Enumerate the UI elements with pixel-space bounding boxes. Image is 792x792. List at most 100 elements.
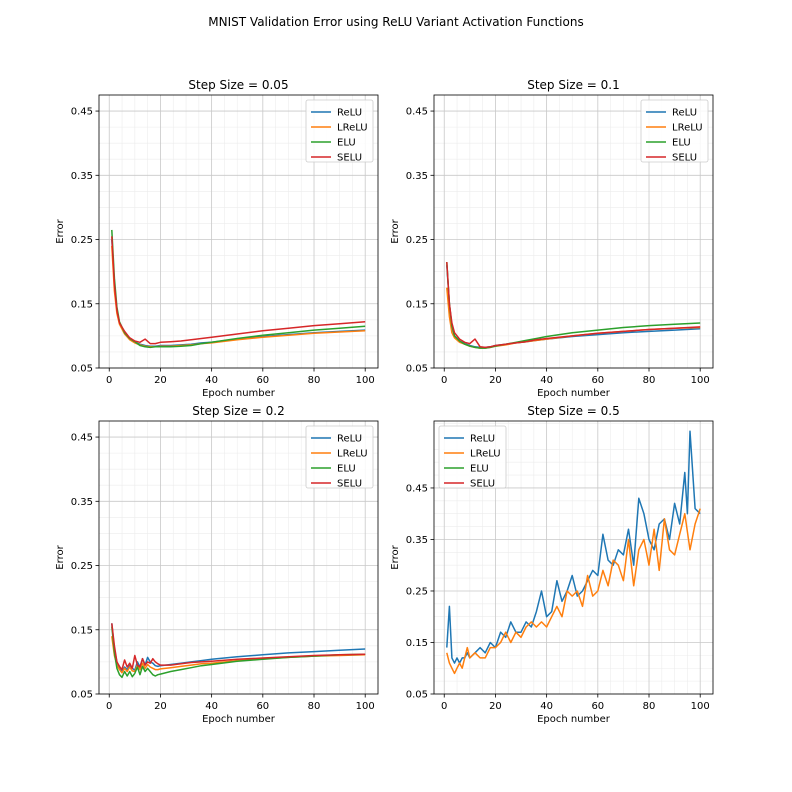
y-tick-label: 0.35 — [71, 497, 93, 508]
legend-box — [640, 99, 709, 163]
y-tick-label: 0.25 — [406, 586, 428, 597]
subplot-3: 0 20 40 60 80 100 0.05 0.15 0.25 0.35 0.45 Step Siz… — [55, 404, 379, 725]
x-axis-label: Epoch number — [537, 388, 611, 399]
x-tick-label: 80 — [643, 701, 656, 712]
x-tick-label: 100 — [691, 375, 710, 386]
y-tick-label: 0.35 — [71, 171, 93, 182]
legend-box — [438, 425, 507, 489]
series-line-elu — [111, 229, 366, 349]
axes-frame — [433, 94, 714, 369]
y-tick-label: 0.05 — [71, 690, 93, 701]
y-tick-label: 0.45 — [406, 483, 428, 494]
x-axis-label: Epoch number — [202, 714, 276, 725]
x-tick-label: 100 — [356, 375, 375, 386]
series-line-selu — [111, 623, 366, 671]
legend-label-lrelu: LReLU — [337, 449, 368, 460]
y-tick-label: 0.05 — [406, 690, 428, 701]
x-axis-label: Epoch number — [202, 388, 276, 399]
series-line-selu — [446, 261, 701, 349]
x-tick-label: 100 — [691, 701, 710, 712]
axes-frame — [433, 420, 714, 695]
x-tick-label: 0 — [441, 701, 447, 712]
legend-label-selu: SELU — [337, 153, 362, 164]
x-tick-label: 40 — [205, 701, 218, 712]
y-tick-label: 0.25 — [71, 235, 93, 246]
legend-label-relu: ReLU — [337, 108, 362, 119]
x-tick-label: 60 — [256, 701, 269, 712]
legend: ReLU LReLU ELU SELU — [305, 425, 374, 490]
x-tick-label: 20 — [489, 375, 502, 386]
series-line-elu — [111, 626, 366, 679]
y-axis-label: Error — [390, 218, 401, 243]
x-tick-label: 60 — [256, 375, 269, 386]
x-tick-label: 20 — [154, 701, 167, 712]
axes-frame — [98, 420, 379, 695]
legend-label-relu: ReLU — [672, 108, 697, 119]
y-tick-label: 0.15 — [71, 299, 93, 310]
legend-box — [305, 425, 374, 489]
x-tick-label: 100 — [356, 701, 375, 712]
series-line-selu — [111, 236, 366, 345]
y-tick-label: 0.25 — [406, 235, 428, 246]
subplot-2: 0 20 40 60 80 100 0.05 0.15 0.25 0.35 0.45 Step Siz… — [390, 78, 714, 399]
legend-label-relu: ReLU — [470, 434, 495, 445]
x-tick-label: 80 — [308, 375, 321, 386]
x-tick-label: 0 — [106, 375, 112, 386]
legend-label-selu: SELU — [672, 153, 697, 164]
x-tick-label: 20 — [154, 375, 167, 386]
x-tick-label: 80 — [308, 701, 321, 712]
subplot-title: Step Size = 0.5 — [527, 404, 620, 418]
y-tick-label: 0.45 — [406, 107, 428, 118]
x-tick-label: 0 — [106, 701, 112, 712]
y-tick-label: 0.15 — [406, 299, 428, 310]
legend-label-elu: ELU — [470, 464, 489, 475]
x-tick-label: 60 — [591, 375, 604, 386]
subplot-title: Step Size = 0.2 — [192, 404, 285, 418]
y-tick-label: 0.25 — [71, 561, 93, 572]
y-tick-label: 0.15 — [406, 638, 428, 649]
legend-label-selu: SELU — [470, 479, 495, 490]
legend-box — [305, 99, 374, 163]
legend-label-elu: ELU — [337, 138, 356, 149]
subplot-title: Step Size = 0.1 — [527, 78, 620, 92]
legend: ReLU LReLU ELU SELU — [438, 425, 507, 490]
subplot-4: 0 20 40 60 80 100 0.05 0.15 0.25 0.35 0.45 Step Siz… — [390, 404, 714, 725]
x-tick-label: 80 — [643, 375, 656, 386]
legend-label-lrelu: LReLU — [672, 123, 703, 134]
legend-label-selu: SELU — [337, 479, 362, 490]
y-axis-label: Error — [55, 218, 66, 243]
series-line-lrelu — [446, 287, 701, 349]
series-lines — [446, 261, 701, 349]
legend: ReLU LReLU ELU SELU — [305, 99, 374, 164]
legend-label-lrelu: LReLU — [337, 123, 368, 134]
legend: ReLU LReLU ELU SELU — [640, 99, 709, 164]
legend-label-relu: ReLU — [337, 434, 362, 445]
legend-label-elu: ELU — [672, 138, 691, 149]
y-tick-label: 0.05 — [71, 364, 93, 375]
x-tick-label: 40 — [540, 375, 553, 386]
y-axis-label: Error — [55, 544, 66, 569]
series-line-lrelu — [446, 508, 701, 675]
x-tick-label: 0 — [441, 375, 447, 386]
y-tick-label: 0.35 — [406, 535, 428, 546]
legend-label-elu: ELU — [337, 464, 356, 475]
y-tick-label: 0.45 — [71, 433, 93, 444]
x-tick-label: 40 — [205, 375, 218, 386]
x-tick-label: 40 — [540, 701, 553, 712]
x-tick-label: 20 — [489, 701, 502, 712]
y-tick-label: 0.35 — [406, 171, 428, 182]
y-tick-label: 0.45 — [71, 107, 93, 118]
series-lines — [111, 623, 366, 679]
series-lines — [446, 430, 701, 675]
series-line-relu — [111, 623, 366, 673]
series-lines — [111, 229, 366, 349]
axes-frame — [98, 94, 379, 369]
legend-label-lrelu: LReLU — [470, 449, 501, 460]
y-axis-label: Error — [390, 544, 401, 569]
y-tick-label: 0.05 — [406, 364, 428, 375]
x-tick-label: 60 — [591, 701, 604, 712]
subplot-title: Step Size = 0.05 — [188, 78, 288, 92]
figure-title: MNIST Validation Error using ReLU Varian… — [208, 15, 583, 29]
y-tick-label: 0.15 — [71, 625, 93, 636]
